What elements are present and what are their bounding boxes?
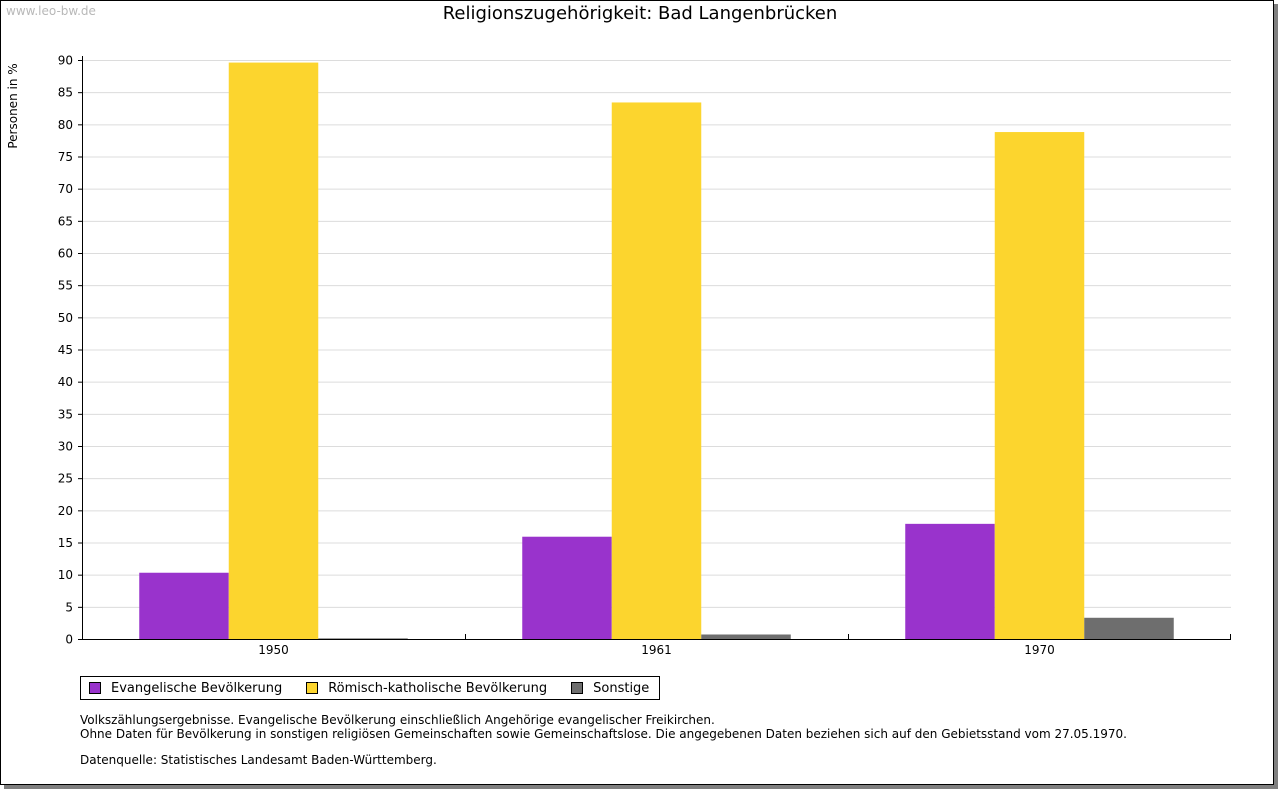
y-tick-label: 70 [58, 182, 73, 196]
bar [228, 62, 319, 639]
y-tick-label: 35 [58, 407, 73, 421]
bar [522, 536, 612, 639]
y-tick-label: 20 [58, 504, 73, 518]
y-tick-label: 25 [58, 472, 73, 486]
legend: Evangelische Bevölkerung Römisch-katholis… [80, 676, 661, 700]
data-source: Datenquelle: Statistisches Landesamt Bad… [80, 753, 437, 767]
y-tick-label: 55 [58, 279, 73, 293]
footnotes: Volkszählungsergebnisse. Evangelische Be… [80, 713, 1127, 741]
legend-item: Evangelische Bevölkerung [89, 681, 282, 696]
y-tick-label: 60 [58, 247, 73, 261]
y-tick-label: 75 [58, 150, 73, 164]
y-tick-label: 90 [58, 54, 73, 68]
legend-swatch [571, 682, 584, 694]
bar [318, 638, 408, 640]
chart-title: Religionszugehörigkeit: Bad Langenbrücke… [442, 3, 838, 24]
footnote-line: Volkszählungsergebnisse. Evangelische Be… [80, 713, 715, 727]
legend-swatch [306, 682, 319, 694]
bar [905, 523, 995, 639]
watermark: www.leo-bw.de [6, 4, 96, 18]
bar [1084, 617, 1174, 639]
legend-label: Römisch-katholische Bevölkerung [328, 680, 548, 696]
y-axis-label: Personen in % [6, 63, 20, 148]
bar [994, 132, 1085, 639]
x-tick-label: 1961 [641, 643, 672, 657]
y-tick-label: 10 [58, 568, 73, 582]
y-tick-label: 80 [58, 118, 73, 132]
y-tick-label: 15 [58, 536, 73, 550]
y-tick-label: 45 [58, 343, 73, 357]
y-tick-label: 85 [58, 86, 73, 100]
y-tick-label: 40 [58, 375, 73, 389]
bar [139, 572, 229, 639]
y-tick-label: 65 [58, 214, 73, 228]
legend-label: Sonstige [593, 680, 650, 696]
legend-item: Römisch-katholische Bevölkerung [306, 681, 547, 696]
y-tick-label: 0 [65, 633, 73, 647]
y-tick-label: 50 [58, 311, 73, 325]
footnote-line: Ohne Daten für Bevölkerung in sonstigen … [80, 727, 1127, 741]
legend-swatch [89, 682, 101, 694]
y-tick-label: 5 [65, 600, 73, 614]
x-tick-label: 1970 [1024, 643, 1055, 657]
legend-item: Sonstige [571, 681, 649, 696]
x-tick-label: 1950 [258, 643, 289, 657]
bar [701, 634, 791, 639]
y-tick-label: 30 [58, 440, 73, 454]
bar [611, 102, 702, 639]
legend-label: Evangelische Bevölkerung [111, 680, 283, 696]
